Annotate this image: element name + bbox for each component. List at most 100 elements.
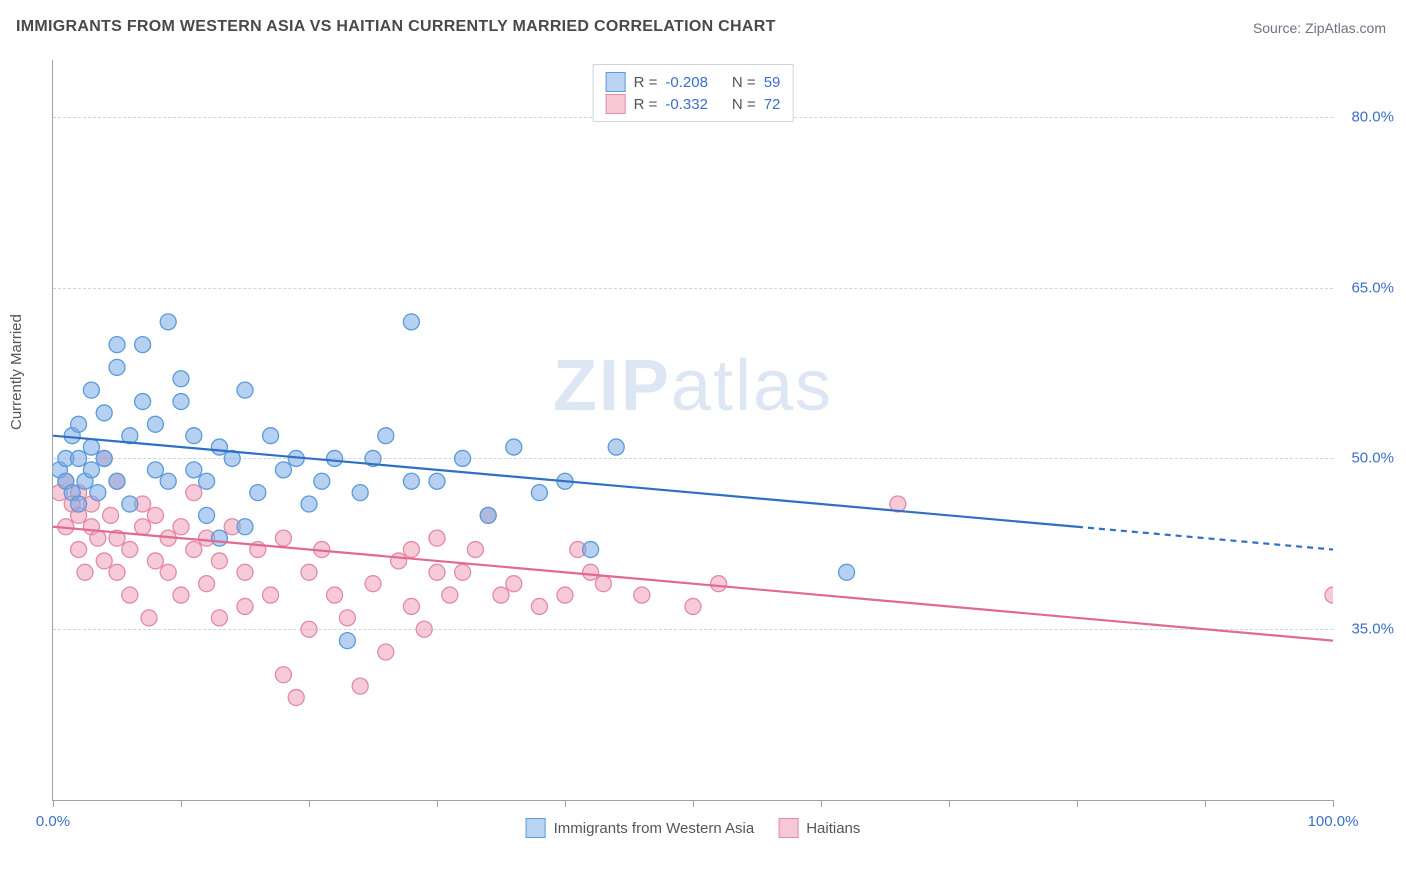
scatter-point [237, 519, 253, 535]
scatter-point [467, 542, 483, 558]
scatter-point [685, 598, 701, 614]
plot-area: ZIPatlas R = -0.208 N = 59 R = -0.332 N … [52, 60, 1333, 801]
scatter-point [160, 473, 176, 489]
scatter-point [147, 416, 163, 432]
x-tick [565, 800, 566, 807]
n-label: N = [732, 74, 756, 91]
swatch-series-1 [526, 818, 546, 838]
x-tick [1077, 800, 1078, 807]
y-tick-label: 65.0% [1351, 279, 1394, 296]
scatter-point [595, 576, 611, 592]
scatter-point [263, 587, 279, 603]
scatter-point [186, 428, 202, 444]
correlation-legend: R = -0.208 N = 59 R = -0.332 N = 72 [593, 64, 794, 122]
scatter-point [455, 450, 471, 466]
scatter-point [199, 576, 215, 592]
scatter-point [506, 576, 522, 592]
scatter-point [429, 473, 445, 489]
scatter-point [103, 507, 119, 523]
scatter-point [583, 542, 599, 558]
scatter-point [211, 553, 227, 569]
scatter-point [173, 519, 189, 535]
scatter-point [403, 314, 419, 330]
scatter-point [442, 587, 458, 603]
scatter-point [1325, 587, 1333, 603]
scatter-point [96, 450, 112, 466]
x-tick [1333, 800, 1334, 807]
x-tick [309, 800, 310, 807]
scatter-point [403, 542, 419, 558]
scatter-point [416, 621, 432, 637]
scatter-point [71, 416, 87, 432]
scatter-point [352, 678, 368, 694]
scatter-point [403, 598, 419, 614]
scatter-point [147, 553, 163, 569]
scatter-point [352, 485, 368, 501]
y-tick-label: 80.0% [1351, 108, 1394, 125]
scatter-point [83, 439, 99, 455]
scatter-point [250, 485, 266, 501]
scatter-point [71, 496, 87, 512]
scatter-point [455, 564, 471, 580]
scatter-point [173, 587, 189, 603]
scatter-point [160, 314, 176, 330]
scatter-point [135, 394, 151, 410]
scatter-point [122, 542, 138, 558]
scatter-point [83, 382, 99, 398]
legend-label: Immigrants from Western Asia [554, 820, 755, 837]
scatter-point [96, 553, 112, 569]
n-value: 59 [764, 74, 781, 91]
scatter-point [186, 542, 202, 558]
source-attribution: Source: ZipAtlas.com [1253, 20, 1386, 36]
scatter-point [327, 587, 343, 603]
n-label: N = [732, 96, 756, 113]
scatter-point [429, 564, 445, 580]
y-tick-label: 50.0% [1351, 450, 1394, 467]
chart-title: IMMIGRANTS FROM WESTERN ASIA VS HAITIAN … [16, 18, 776, 36]
series-legend: Immigrants from Western Asia Haitians [526, 818, 861, 838]
scatter-point [71, 450, 87, 466]
scatter-point [378, 644, 394, 660]
scatter-point [199, 473, 215, 489]
x-tick [181, 800, 182, 807]
legend-item-series-1: Immigrants from Western Asia [526, 818, 755, 838]
scatter-point [135, 519, 151, 535]
scatter-point [480, 507, 496, 523]
scatter-point [839, 564, 855, 580]
y-axis-label: Currently Married [8, 314, 25, 430]
scatter-point [122, 496, 138, 512]
scatter-point [327, 450, 343, 466]
scatter-point [147, 462, 163, 478]
scatter-point [288, 690, 304, 706]
x-tick [53, 800, 54, 807]
scatter-point [109, 564, 125, 580]
scatter-point [339, 610, 355, 626]
scatter-point [77, 564, 93, 580]
legend-row-series-2: R = -0.332 N = 72 [606, 94, 781, 114]
scatter-point [186, 462, 202, 478]
legend-row-series-1: R = -0.208 N = 59 [606, 72, 781, 92]
scatter-point [378, 428, 394, 444]
scatter-point [275, 667, 291, 683]
scatter-point [263, 428, 279, 444]
scatter-point [557, 587, 573, 603]
r-label: R = [634, 74, 658, 91]
swatch-series-2 [606, 94, 626, 114]
legend-item-series-2: Haitians [778, 818, 860, 838]
scatter-point [275, 462, 291, 478]
scatter-point [314, 473, 330, 489]
x-tick [437, 800, 438, 807]
scatter-point [90, 485, 106, 501]
scatter-point [160, 564, 176, 580]
scatter-point [186, 485, 202, 501]
scatter-point [211, 610, 227, 626]
scatter-point [173, 371, 189, 387]
scatter-point [237, 598, 253, 614]
r-label: R = [634, 96, 658, 113]
x-tick [693, 800, 694, 807]
scatter-point [122, 587, 138, 603]
scatter-point [339, 633, 355, 649]
scatter-point [199, 507, 215, 523]
scatter-point [71, 542, 87, 558]
r-value: -0.208 [665, 74, 708, 91]
